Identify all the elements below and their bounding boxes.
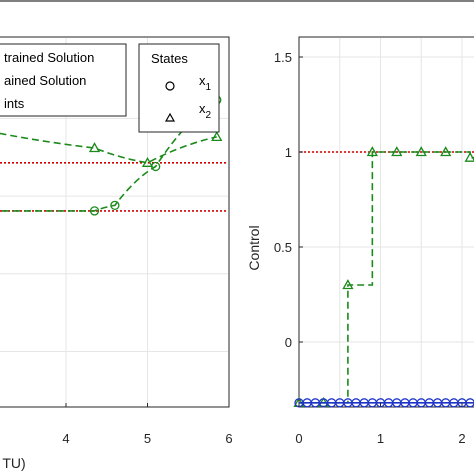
legend-states: States x1 x2 xyxy=(138,43,220,133)
data-point xyxy=(88,142,101,153)
y-tick-label: 0 xyxy=(285,335,292,350)
control-point xyxy=(464,151,474,162)
control-point xyxy=(391,146,403,157)
x-tick-label: 6 xyxy=(225,431,232,446)
right-ylabel: Control xyxy=(246,225,262,270)
legend-triangle-marker xyxy=(164,112,176,122)
right-series xyxy=(293,146,474,408)
x-tick-label: 1 xyxy=(377,431,384,446)
x-tick-label: 0 xyxy=(295,431,302,446)
series-line-1 xyxy=(0,99,218,212)
data-point xyxy=(110,200,120,211)
legend-main-entry: trained Solution xyxy=(4,50,94,65)
right-plot: 0 1 2 0 0.5 1 1.5 Control xyxy=(246,36,474,446)
legend-main: trained Solution ained Solution ints xyxy=(0,43,127,117)
right-y-ticks: 0 0.5 1 1.5 xyxy=(274,50,303,350)
y-tick-label: 0.5 xyxy=(274,240,292,255)
left-x-ticks: 4 5 6 xyxy=(62,403,233,446)
right-axes-box xyxy=(298,36,474,408)
x-tick-label: 4 xyxy=(62,431,69,446)
control-point xyxy=(342,279,354,290)
control-point xyxy=(465,398,474,408)
y-tick-label: 1.5 xyxy=(274,50,292,65)
legend-main-box xyxy=(0,43,127,117)
data-point xyxy=(141,156,154,167)
x-tick-label: 5 xyxy=(144,431,151,446)
legend-states-title: States xyxy=(151,51,188,66)
left-plot: 4 5 6 TU) trained Solution ained Solution … xyxy=(0,36,233,471)
right-x-ticks: 0 1 2 xyxy=(295,403,466,446)
control-point xyxy=(415,146,427,157)
control-point xyxy=(366,146,378,157)
data-point xyxy=(211,131,223,142)
data-point xyxy=(89,206,100,216)
left-xlabel: TU) xyxy=(2,455,25,471)
legend-main-entry: ained Solution xyxy=(4,73,86,88)
control-point xyxy=(440,146,452,157)
legend-circle-marker xyxy=(165,81,175,91)
legend-states-box xyxy=(138,43,220,133)
x-tick-label: 2 xyxy=(458,431,465,446)
legend-main-entry: ints xyxy=(4,96,25,111)
y-tick-label: 1 xyxy=(285,145,292,160)
